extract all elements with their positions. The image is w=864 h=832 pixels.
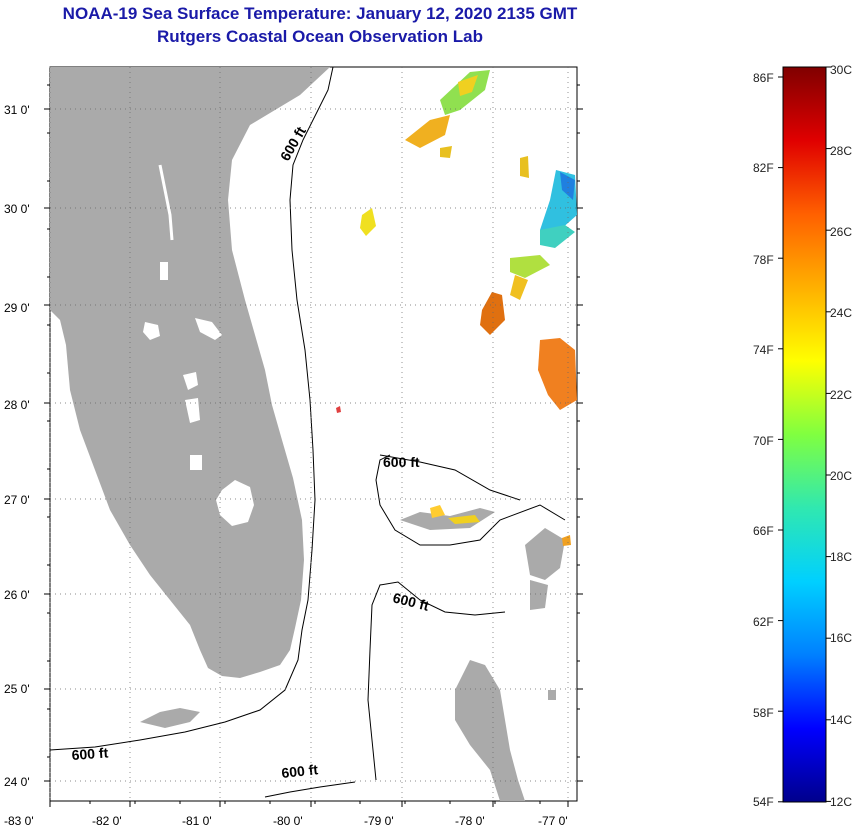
florida-keys [140,708,200,728]
colorbar-c-label: 30C [830,63,852,77]
isobath-600ft [50,67,566,798]
lon-label: -80 0' [273,814,303,828]
lon-label: -78 0' [455,814,485,828]
lat-label: 31 0' [4,103,30,117]
isobath-label: 600 ft [71,744,109,763]
map-title: NOAA-19 Sea Surface Temperature: January… [62,4,578,23]
colorbar-c-label: 28C [830,144,852,158]
axis-ticks [44,84,583,807]
lat-label: 27 0' [4,493,30,507]
river-st-johns [158,164,174,241]
lon-label: -81 0' [182,814,212,828]
florida-land [50,67,330,678]
lake [190,455,202,470]
cay [548,690,556,700]
grand-bahama [400,508,495,530]
colorbar-ticks [778,66,831,803]
colorbar-f-label: 70F [753,434,774,448]
colorbar-c-label: 12C [830,795,852,809]
abaco-south [530,580,548,610]
lat-label: 24 0' [4,775,30,789]
lon-label: -77 0' [538,814,568,828]
isobath-label: 600 ft [281,761,319,781]
lat-label: 28 0' [4,398,30,412]
map-subtitle: Rutgers Coastal Ocean Observation Lab [157,27,483,46]
colorbar-f-label: 54F [753,795,774,809]
lat-label: 29 0' [4,301,30,315]
colorbar-c-label: 20C [830,469,852,483]
lon-label: -79 0' [364,814,394,828]
colorbar [782,66,827,803]
lake-okeechobee [216,480,254,526]
colorbar-f-label: 82F [753,161,774,175]
isobath-label: 600 ft [383,454,420,470]
andros-island [455,660,525,801]
lon-label: -83 0' [4,814,34,828]
colorbar-f-label: 66F [753,524,774,538]
colorbar-c-label: 26C [830,225,852,239]
lake [185,398,200,423]
abaco-island [525,528,565,580]
colorbar-c-label: 16C [830,631,852,645]
colorbar-f-label: 62F [753,615,774,629]
colorbar-c-label: 24C [830,306,852,320]
colorbar-c-label: 14C [830,713,852,727]
lat-label: 30 0' [4,202,30,216]
colorbar-f-label: 78F [753,253,774,267]
colorbar-f-label: 86F [753,71,774,85]
lake [160,262,168,280]
lake [195,318,222,340]
lake [143,322,160,340]
colorbar-f-label: 58F [753,706,774,720]
colorbar-c-label: 18C [830,550,852,564]
lat-label: 26 0' [4,588,30,602]
lake [183,372,198,390]
lon-label: -82 0' [92,814,122,828]
colorbar-c-label: 22C [830,388,852,402]
lat-label: 25 0' [4,682,30,696]
colorbar-f-label: 74F [753,343,774,357]
